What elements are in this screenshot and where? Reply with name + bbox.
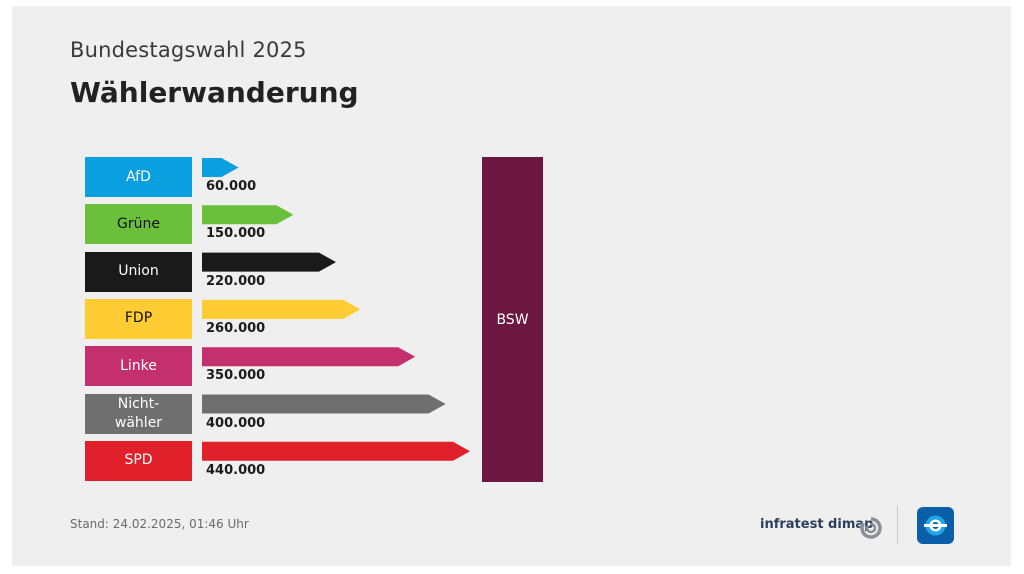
party-label: Union [118, 263, 159, 280]
flow-value-label: 60.000 [206, 179, 257, 194]
target-party-label: BSW [496, 311, 529, 328]
party-label-box: AfD [85, 157, 192, 197]
chart-subtitle: Bundestagswahl 2025 [70, 38, 307, 62]
stand-timestamp: Stand: 24.02.2025, 01:46 Uhr [70, 517, 249, 531]
tagesschau-logo-icon [917, 507, 954, 544]
flow-arrow-bar [202, 394, 446, 414]
flow-arrow-bar [202, 441, 470, 461]
target-party-bar: BSW [482, 157, 543, 482]
flow-arrow-bar [202, 252, 336, 272]
flow-value-label: 150.000 [206, 226, 266, 242]
chart-title: Wählerwanderung [70, 76, 359, 109]
flow-arrow-bar [202, 205, 294, 225]
party-label-box: FDP [85, 298, 192, 339]
flow-arrow-bar [202, 158, 239, 177]
flow-arrow-bar [202, 299, 361, 319]
party-label-box: Grüne [85, 204, 192, 245]
flow-value-label: 400.000 [206, 415, 266, 431]
party-label: FDP [124, 310, 153, 327]
party-label-box: Linke [85, 346, 192, 387]
party-label: Grüne [117, 215, 160, 232]
flow-value-label: 350.000 [206, 368, 266, 384]
party-label-box: Nicht- wähler [85, 393, 192, 434]
party-label: SPD [124, 452, 153, 469]
infratest-dimap-logo-icon [860, 517, 882, 539]
flow-value-label: 440.000 [206, 462, 266, 478]
party-label: Linke [120, 357, 157, 374]
flow-arrow-bar [202, 347, 416, 367]
party-label: Nicht- wähler [114, 395, 163, 431]
party-label-box: SPD [85, 440, 192, 481]
flow-value-label: 220.000 [206, 273, 266, 289]
party-label-box: Union [85, 251, 192, 292]
logo-divider [897, 506, 898, 544]
source-label: infratest dimap [760, 517, 874, 532]
party-label: AfD [126, 168, 151, 185]
flow-value-label: 260.000 [206, 320, 266, 336]
